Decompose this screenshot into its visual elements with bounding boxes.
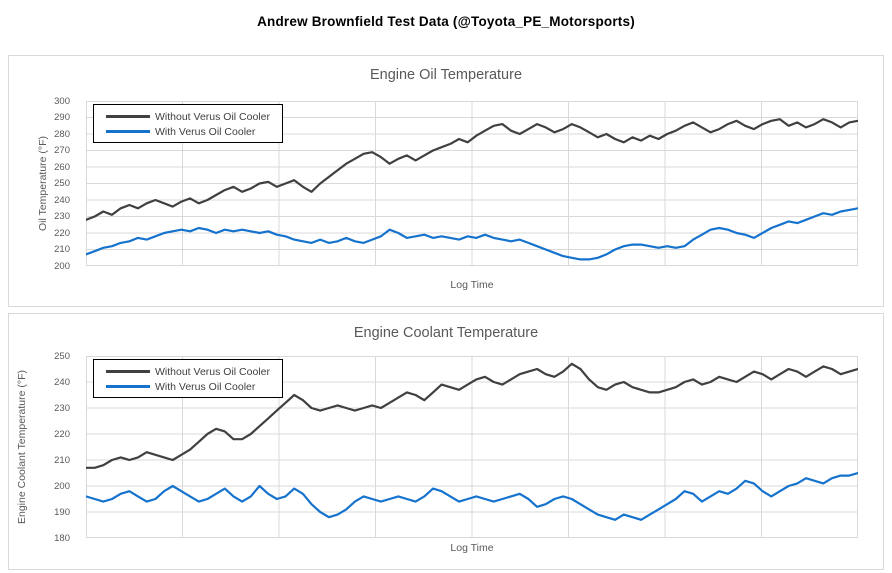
y-axis-tick-label: 250 [54, 350, 70, 362]
legend-entry-without: Without Verus Oil Cooler [106, 109, 282, 124]
series-line-without-verus-oil-cooler [86, 362, 858, 469]
y-axis-tick-label: 220 [54, 428, 70, 440]
y-axis-tick-label: 210 [54, 454, 70, 466]
chart-title-coolant: Engine Coolant Temperature [353, 325, 539, 341]
legend-entry-with: With Verus Oil Cooler [106, 379, 282, 394]
y-axis-tick-label: 230 [54, 402, 70, 414]
y-axis-tick-label: 260 [54, 161, 70, 173]
legend-oil: Without Verus Oil Cooler With Verus Oil … [93, 104, 283, 143]
series-line-without-verus-oil-cooler [86, 118, 858, 221]
y-axis-tick-label: 290 [54, 112, 70, 123]
series-line-with-verus-oil-cooler [86, 471, 858, 521]
y-axis-tick-label: 190 [54, 506, 70, 518]
chart-title-oil: Engine Oil Temperature [369, 67, 523, 83]
legend-label-with: With Verus Oil Cooler [155, 125, 256, 138]
legend-label-without: Without Verus Oil Cooler [155, 365, 270, 378]
x-axis-title-coolant: Log Time [450, 542, 494, 554]
coolant-temperature-plot-svg [86, 356, 858, 538]
y-axis-tick-label: 240 [54, 376, 70, 388]
y-axis-tick-label: 210 [54, 244, 70, 255]
legend-line-sample-with [106, 130, 150, 133]
y-axis-tick-label: 300 [54, 95, 70, 107]
legend-label-without: Without Verus Oil Cooler [155, 110, 270, 123]
legend-line-sample-without [106, 115, 150, 118]
y-axis-tick-label: 270 [54, 145, 70, 156]
legend-entry-with: With Verus Oil Cooler [106, 124, 282, 139]
legend-line-sample-with [106, 385, 150, 388]
y-axis-tick-label: 220 [54, 227, 70, 239]
y-axis-tick-label: 230 [54, 211, 70, 222]
legend-coolant: Without Verus Oil Cooler With Verus Oil … [93, 359, 283, 398]
x-axis-title-oil: Log Time [450, 279, 494, 291]
y-axis-tick-label: 280 [54, 128, 70, 140]
legend-label-with: With Verus Oil Cooler [155, 380, 256, 393]
y-axis-tick-label: 180 [54, 532, 70, 544]
y-axis-coolant: 250 240 230 220 210 200 190 180 [46, 351, 78, 544]
y-axis-tick-label: 250 [54, 178, 70, 189]
coolant-temperature-chart-panel: Engine Coolant Temperature Engine Coolan… [8, 313, 884, 570]
coolant-temperature-plot [86, 356, 858, 538]
y-axis-tick-label: 240 [54, 194, 70, 206]
y-axis-tick-label: 200 [54, 260, 70, 272]
legend-line-sample-without [106, 370, 150, 373]
y-axis-title-coolant: Engine Coolant Temperature (°F) [16, 370, 28, 524]
oil-temperature-chart-panel: Engine Oil Temperature Oil Temperature (… [8, 55, 884, 307]
series-line-with-verus-oil-cooler [86, 207, 858, 261]
y-axis-oil: 300 290 280 270 260 250 240 230 220 210 200 [46, 96, 78, 272]
y-axis-tick-label: 200 [54, 480, 70, 492]
page-title: Andrew Brownfield Test Data (@Toyota_PE_… [257, 14, 635, 29]
legend-entry-without: Without Verus Oil Cooler [106, 364, 282, 379]
